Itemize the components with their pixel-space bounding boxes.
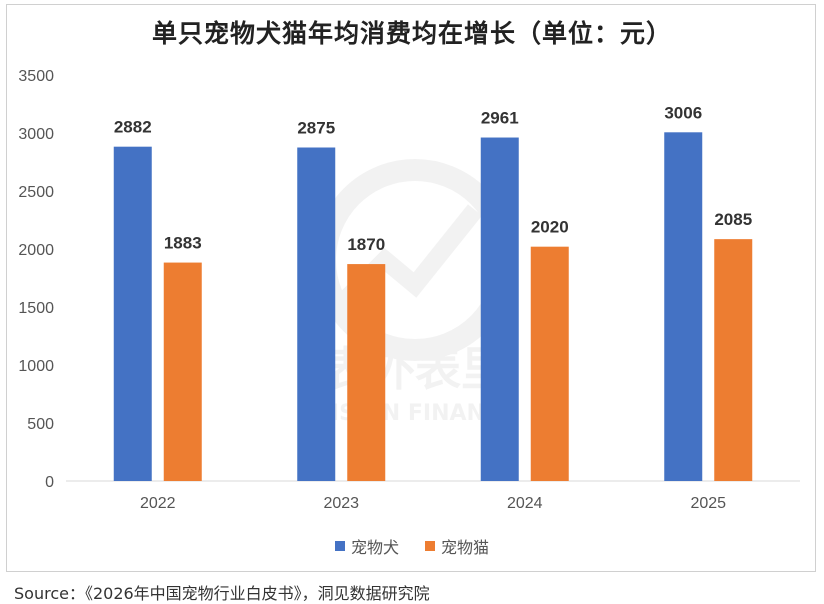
data-label: 2020 (531, 218, 569, 237)
x-tick-label: 2024 (507, 495, 543, 512)
legend-item-cat: 宠物猫 (425, 534, 489, 558)
bar-cat (530, 246, 569, 481)
data-label: 2882 (114, 118, 152, 137)
legend-swatch-dog (334, 541, 345, 551)
legend-item-dog: 宠物犬 (334, 534, 399, 558)
bar-dog (113, 146, 152, 482)
chart-title: 单只宠物犬猫年均消费均在增长（单位：元） (151, 19, 672, 48)
bar-dog (480, 137, 519, 482)
legend-label-dog: 宠物犬 (350, 538, 399, 557)
y-tick-label: 1000 (18, 358, 54, 375)
y-tick-label: 0 (45, 474, 54, 491)
x-tick-label: 2025 (690, 495, 726, 512)
y-tick-label: 2500 (18, 184, 54, 201)
y-tick-label: 2000 (18, 242, 54, 259)
bar-dog (297, 147, 336, 481)
y-tick-label: 3500 (18, 68, 54, 85)
data-label: 1870 (347, 235, 385, 254)
data-label: 2875 (297, 119, 335, 138)
bar-cat (714, 239, 753, 481)
data-label: 2085 (714, 210, 752, 229)
y-tick-label: 1500 (18, 300, 54, 317)
data-label: 1883 (164, 234, 202, 253)
legend-swatch-cat (425, 541, 435, 551)
source-note: Source：《2026年中国宠物行业白皮书》，洞见数据研究院 (14, 584, 430, 603)
x-tick-label: 2022 (140, 495, 176, 512)
bar-cat (163, 262, 202, 481)
data-label: 3006 (664, 103, 702, 122)
legend-label-cat: 宠物猫 (441, 538, 490, 557)
legend: 宠物犬 宠物猫 (0, 534, 824, 558)
x-tick-label: 2023 (323, 495, 359, 512)
data-label: 2961 (481, 109, 519, 128)
y-tick-label: 500 (27, 416, 54, 433)
bar-dog (664, 132, 703, 481)
bar-cat (347, 264, 386, 481)
y-tick-label: 3000 (18, 126, 54, 143)
